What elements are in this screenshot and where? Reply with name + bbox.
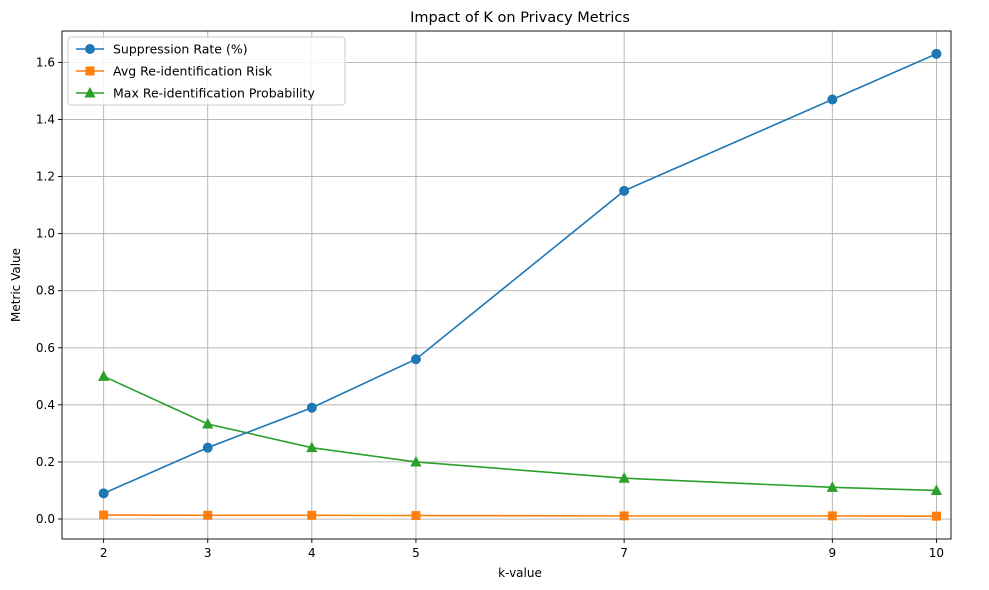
series-line <box>103 514 937 517</box>
y-axis-ticks: 0.0 0.2 0.4 0.6 0.8 1.0 1.2 1.4 1.6 <box>36 55 62 526</box>
data-point <box>307 510 317 520</box>
legend: Suppression Rate (%) Avg Re-identificatio… <box>67 36 346 106</box>
plot-frame <box>61 30 952 540</box>
data-point <box>827 511 837 521</box>
x-tick-label: 2 <box>100 546 108 560</box>
legend-entry: Max Re-identification Probability <box>76 86 316 101</box>
y-tick-label: 1.4 <box>36 112 55 126</box>
data-point <box>98 370 110 381</box>
x-tick-label: 9 <box>829 546 837 560</box>
y-axis-label: Metric Value <box>9 248 23 322</box>
data-point <box>410 354 421 365</box>
y-tick-label: 0.2 <box>36 455 55 469</box>
data-point <box>618 472 630 483</box>
y-tick-label: 0.8 <box>36 284 55 298</box>
legend-entry: Suppression Rate (%) <box>76 42 248 57</box>
series-3 <box>98 370 943 495</box>
data-point <box>203 510 213 520</box>
data-point <box>619 511 629 521</box>
series-2 <box>99 510 941 521</box>
data-point <box>306 441 318 453</box>
legend-label: Suppression Rate (%) <box>113 42 248 57</box>
y-tick-label: 0.0 <box>36 512 55 526</box>
y-tick-label: 1.6 <box>36 55 55 69</box>
y-tick-label: 0.4 <box>36 398 55 412</box>
series-1 <box>98 48 942 499</box>
x-axis-ticks: 2 3 4 5 7 9 10 <box>100 539 944 560</box>
series-line <box>103 375 937 492</box>
legend-label: Avg Re-identification Risk <box>113 64 273 79</box>
legend-marker <box>85 44 95 54</box>
x-tick-label: 10 <box>929 546 944 560</box>
legend-marker <box>84 86 96 98</box>
legend-marker <box>85 66 95 76</box>
data-point <box>98 488 109 499</box>
legend-entry: Avg Re-identification Risk <box>76 64 273 79</box>
x-tick-label: 5 <box>412 546 420 560</box>
y-tick-label: 1.0 <box>36 227 55 241</box>
grid-lines <box>62 31 951 539</box>
data-point <box>306 402 317 413</box>
data-point <box>931 511 941 521</box>
series-group <box>98 48 943 521</box>
data-point <box>202 417 214 429</box>
x-tick-label: 4 <box>308 546 316 560</box>
data-point <box>826 481 838 492</box>
chart-title: Impact of K on Privacy Metrics <box>410 10 630 26</box>
data-point <box>619 185 630 196</box>
data-point <box>202 442 213 453</box>
y-tick-label: 0.6 <box>36 341 55 355</box>
data-point <box>930 484 943 495</box>
y-tick-label: 1.2 <box>36 170 55 184</box>
x-tick-label: 7 <box>620 546 628 560</box>
legend-box <box>67 36 346 106</box>
data-point <box>931 48 942 59</box>
x-tick-label: 3 <box>204 546 212 560</box>
data-point <box>99 510 109 520</box>
data-point <box>411 511 421 521</box>
data-point <box>410 455 422 467</box>
legend-label: Max Re-identification Probability <box>113 86 316 101</box>
x-axis-label: k-value <box>498 566 542 580</box>
data-point <box>827 94 838 105</box>
